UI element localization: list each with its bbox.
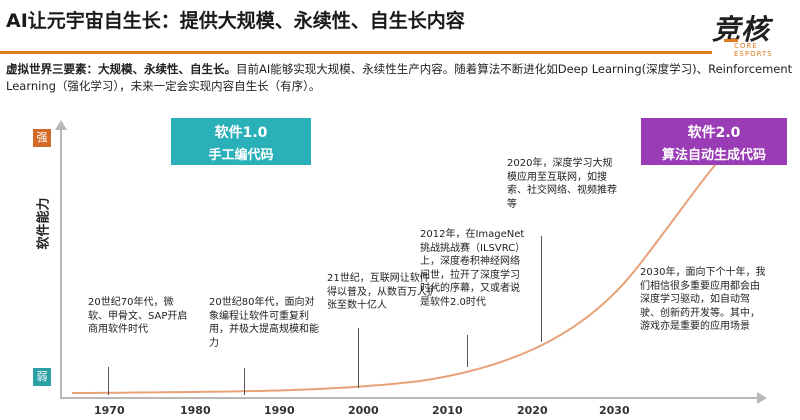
y-axis-arrow — [55, 120, 67, 130]
milestone-note-2012: 2012年，在ImageNet挑战挑战赛（ILSVRC）上，深度卷积神经网络问世… — [420, 229, 526, 308]
software2-title: 软件2.0 — [687, 125, 741, 141]
software2-box: 软件2.0 算法自动生成代码 — [641, 118, 787, 165]
milestone-line-2020 — [541, 236, 542, 342]
description: 虚拟世界三要素：大规模、永续性、自生长。目前AI能够实现大规模、永续性生产内容。… — [6, 61, 796, 95]
software1-title: 软件1.0 — [214, 125, 268, 141]
logo-mark: 竞核 — [712, 13, 771, 46]
software1-box: 软件1.0 手工编代码 — [171, 118, 311, 165]
brand-logo: 竞核 CORE ESPORTS — [712, 8, 792, 58]
milestone-note-2020: 2020年，深度学习大规模应用至互联网，如搜索、社交网络、视频推荐等 — [507, 158, 617, 210]
milestone-note-1970s: 20世纪70年代，微软、甲骨文、SAP开启商用软件时代 — [88, 297, 188, 335]
growth-curve — [71, 149, 729, 394]
y-axis — [60, 128, 62, 398]
x-tick-2030: 2030 — [599, 404, 630, 417]
strong-badge: 强 — [33, 129, 51, 147]
software1-subtitle: 手工编代码 — [208, 148, 274, 163]
title-divider — [0, 51, 712, 54]
milestone-line-2012 — [467, 335, 468, 367]
milestone-note-2000s: 21世纪，互联网让软件得以普及，从数百万人扩张至数十亿人 — [327, 273, 437, 311]
milestone-line-1980s — [244, 368, 245, 395]
x-axis — [60, 397, 760, 399]
milestone-note-1980s: 20世纪80年代，面向对象编程让软件可重复利用，并极大提高规模和能力 — [209, 297, 319, 349]
x-axis-arrow — [757, 392, 767, 404]
weak-badge: 弱 — [33, 368, 51, 386]
y-axis-label: 软件能力 — [36, 197, 52, 250]
logo-accent-bar — [724, 39, 738, 42]
x-tick-2000: 2000 — [348, 404, 379, 417]
milestone-line-2000s — [358, 328, 359, 388]
x-tick-1980: 1980 — [180, 404, 211, 417]
x-tick-2020: 2020 — [517, 404, 548, 417]
description-lead: 虚拟世界三要素：大规模、永续性、自生长。 — [6, 62, 236, 76]
milestone-line-1970s — [108, 367, 109, 395]
milestone-note-2030: 2030年，面向下个十年，我们相信很多重要应用都会由深度学习驱动，如自动驾驶、创… — [640, 267, 766, 332]
logo-subtitle: CORE ESPORTS — [734, 42, 773, 58]
x-tick-2010: 2010 — [432, 404, 463, 417]
page-title: AI让元宇宙自生长：提供大规模、永续性、自生长内容 — [6, 10, 465, 32]
description-body: 目前AI能够实现大规模、永续性生产内容。随着算法不断进化如Deep Learni… — [6, 62, 793, 93]
software2-subtitle: 算法自动生成代码 — [661, 148, 766, 163]
x-tick-1990: 1990 — [264, 404, 295, 417]
x-tick-1970: 1970 — [94, 404, 125, 417]
